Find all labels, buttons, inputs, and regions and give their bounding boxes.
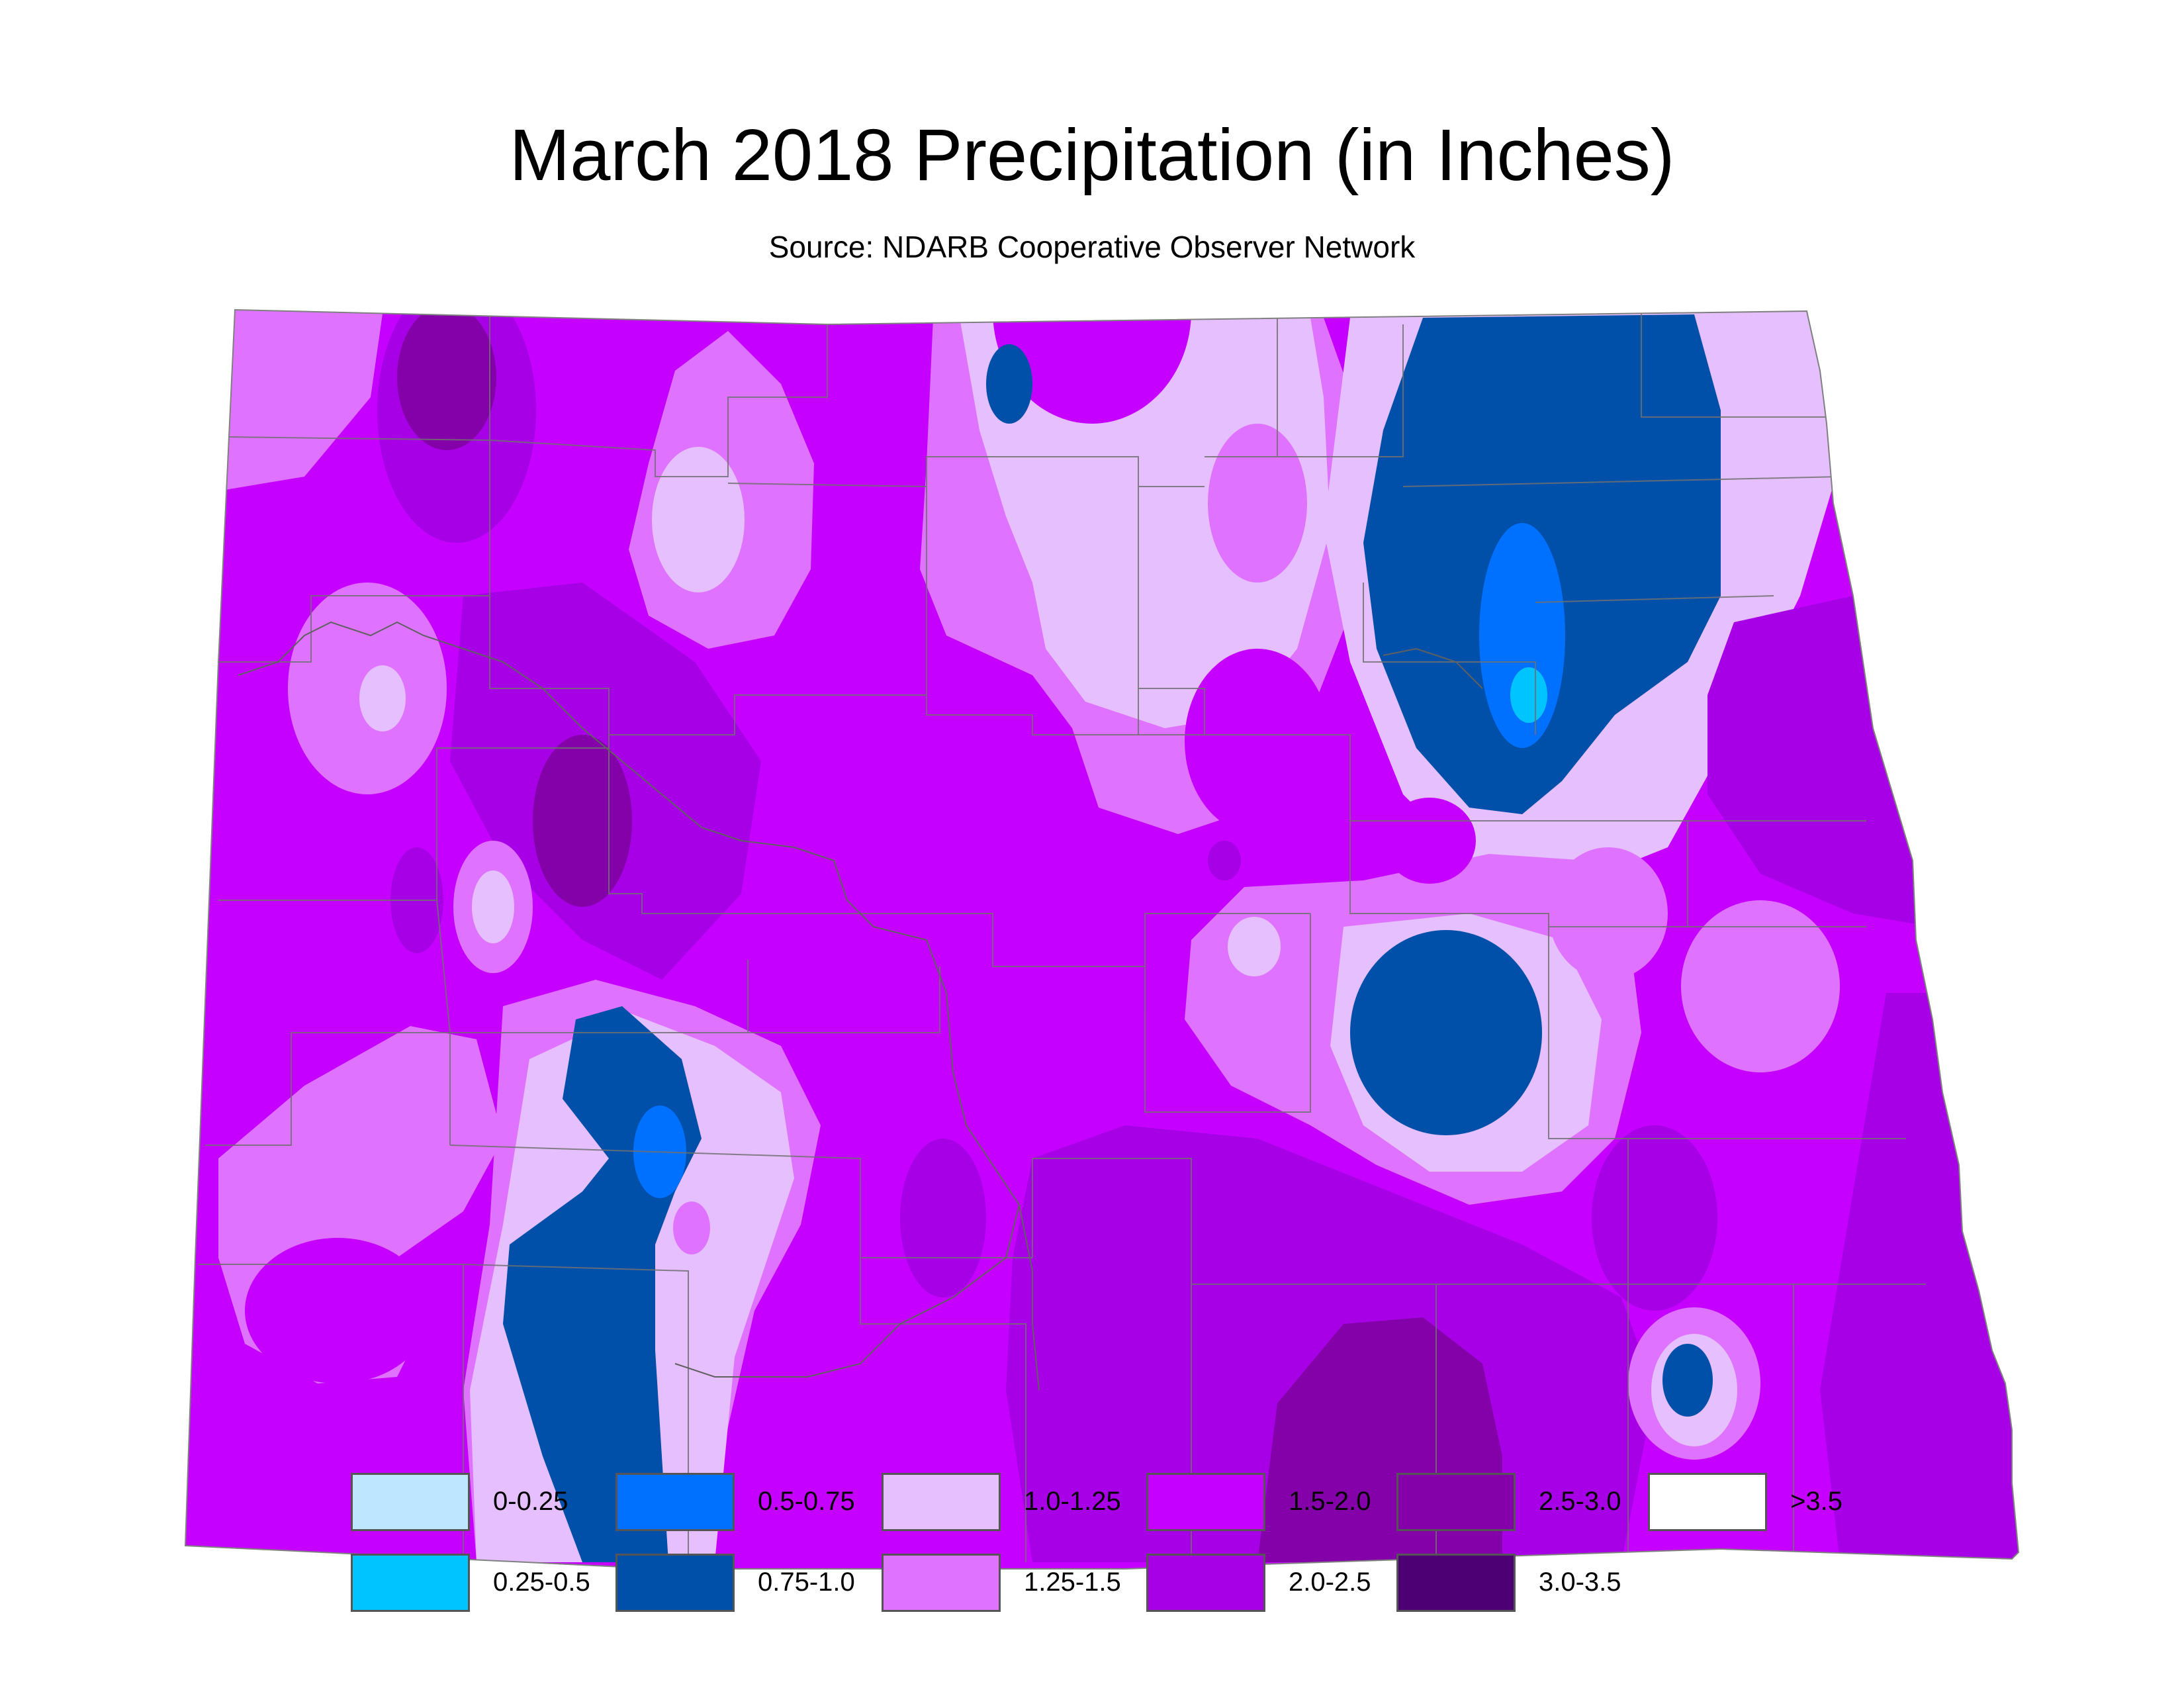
- legend-swatch: [351, 1473, 470, 1531]
- precip-s-1.25-1.5-dot: [673, 1201, 710, 1254]
- precip-se-2.0-2.5: [1592, 1125, 1717, 1311]
- map-subtitle: Source: NDARB Cooperative Observer Netwo…: [768, 230, 1416, 264]
- legend-swatch: [351, 1554, 470, 1612]
- legend-label: 2.5-3.0: [1539, 1487, 1621, 1516]
- precip-ec2-1.0-1.25: [1228, 917, 1281, 976]
- legend-label: 1.25-1.5: [1024, 1568, 1121, 1597]
- legend-swatch: [1146, 1554, 1265, 1612]
- legend-swatch: [615, 1473, 735, 1531]
- legend-label: >3.5: [1790, 1487, 1843, 1516]
- precip-scw-2.0-2.5: [900, 1139, 986, 1297]
- state-outline: [184, 308, 2020, 1570]
- legend-swatch: [615, 1554, 735, 1612]
- legend-swatch: [882, 1554, 1001, 1612]
- legend-swatch: [1396, 1473, 1516, 1531]
- legend-label: 0.75-1.0: [758, 1568, 855, 1597]
- legend-label: 0.25-0.5: [493, 1568, 590, 1597]
- precip-e4-1.25-1.5: [1681, 900, 1840, 1072]
- precip-nw-1.25-1.5: [225, 310, 384, 490]
- precip-west-1.0-1.25: [359, 665, 406, 731]
- precip-nc2-1.25-1.5: [1208, 424, 1307, 583]
- precip-nc-1.0-1.25: [652, 447, 745, 592]
- map-title: March 2018 Precipitation (in Inches): [509, 115, 1675, 196]
- legend-swatch: [882, 1473, 1001, 1531]
- legend: 0-0.25 0.25-0.5 0.5-0.75 0.75-1.0 1.0-1.…: [351, 1473, 1873, 1632]
- precip-w3-1.0-1.25: [472, 870, 514, 943]
- precip-ec-1.5-2.0: [1383, 798, 1476, 884]
- precip-small-2.0-2.5: [1208, 841, 1241, 880]
- precip-nw-2.5-3.0: [397, 310, 496, 450]
- river-lines: [238, 621, 1483, 1391]
- legend-label: 1.0-1.25: [1024, 1487, 1121, 1516]
- precip-sw2-1.5-2.0: [245, 1238, 430, 1383]
- precip-ncl-1.0-1.25: [960, 318, 1330, 728]
- legend-swatch: [1648, 1473, 1767, 1531]
- precip-ec3-1.25-1.5: [1549, 847, 1668, 980]
- legend-label: 0.5-0.75: [758, 1487, 855, 1516]
- precip-ne-0.25-0.5: [1510, 667, 1547, 723]
- legend-label: 1.5-2.0: [1289, 1487, 1371, 1516]
- precip-nc3-1.5-2.0: [1185, 649, 1330, 834]
- legend-swatch: [1146, 1473, 1265, 1531]
- legend-label: 0-0.25: [493, 1487, 569, 1516]
- legend-label: 3.0-3.5: [1539, 1568, 1621, 1597]
- precip-wc-2.5-3.0: [533, 735, 632, 907]
- legend-label: 2.0-2.5: [1289, 1568, 1371, 1597]
- precip-ec-0.75-1.0: [1350, 930, 1542, 1135]
- precip-sec-0.75-1.0: [1662, 1344, 1713, 1417]
- precip-ncl-0.75-1.0: [986, 344, 1032, 424]
- legend-swatch: [1396, 1554, 1516, 1612]
